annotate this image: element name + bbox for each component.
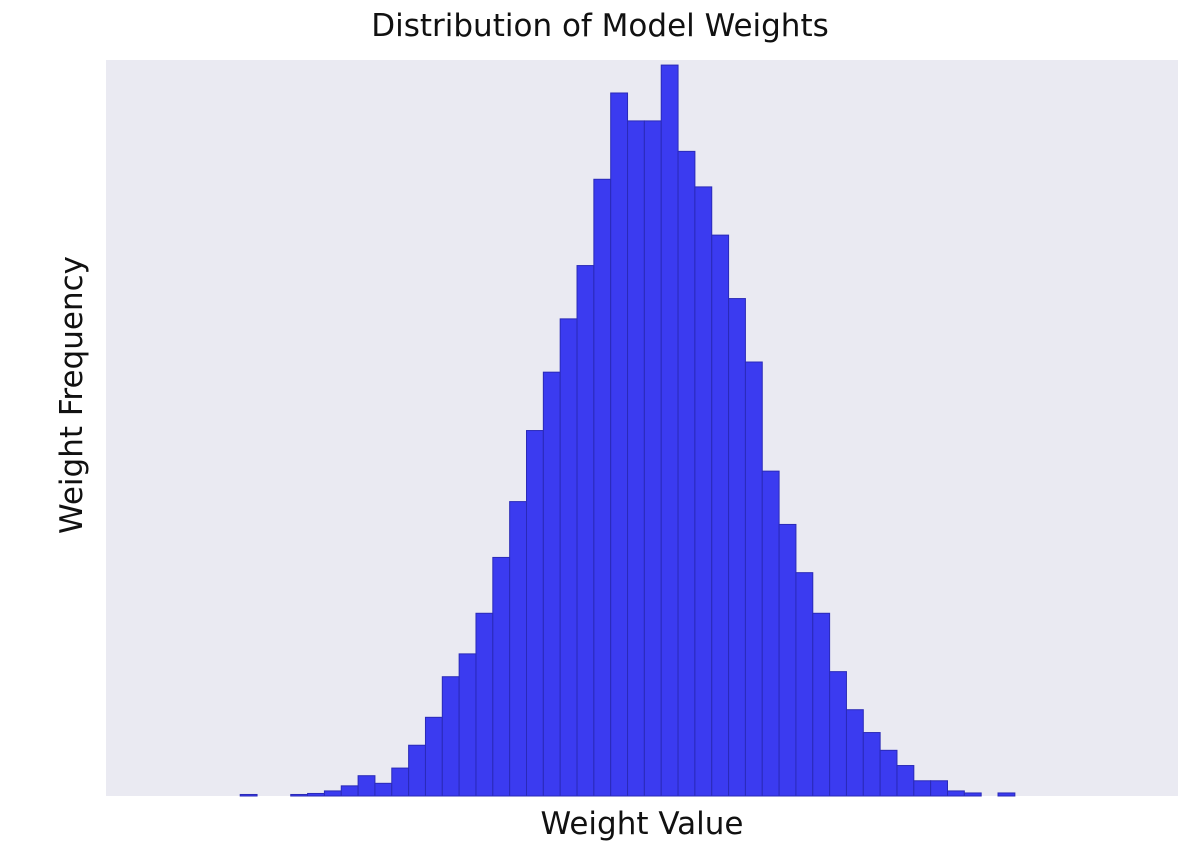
histogram-bar — [728, 298, 746, 797]
histogram-bar — [660, 64, 679, 797]
histogram-bar — [694, 186, 713, 797]
histogram-bar — [323, 790, 342, 797]
histogram-bar — [290, 793, 309, 797]
histogram-bar — [862, 732, 881, 797]
histogram-bar — [829, 671, 847, 797]
histogram-bar — [239, 793, 258, 797]
histogram-bar — [458, 653, 477, 797]
histogram-bar — [492, 556, 511, 797]
histogram-bar — [930, 780, 948, 797]
histogram-bar — [576, 265, 595, 797]
histogram-bar — [526, 430, 544, 797]
histogram-bar — [896, 765, 915, 797]
histogram-bar — [357, 775, 376, 797]
histogram-bar — [441, 676, 460, 797]
histogram-bar — [391, 767, 410, 797]
histogram-bar — [509, 501, 528, 797]
histogram-bar — [812, 612, 831, 797]
histogram-bar — [559, 318, 578, 797]
histogram-bar — [627, 120, 645, 797]
histogram-bar — [913, 780, 932, 797]
histogram-bar — [947, 790, 965, 797]
histogram-bar — [643, 120, 662, 797]
histogram-bar — [795, 572, 814, 797]
histogram-bar — [778, 523, 797, 797]
histogram-bar — [307, 792, 325, 797]
y-axis-label: Weight Frequency — [54, 255, 90, 535]
histogram-bar — [761, 470, 780, 797]
histogram-bar — [374, 782, 393, 797]
histogram-bar — [542, 371, 561, 797]
histogram-bar — [424, 716, 443, 797]
histogram-bar — [593, 178, 612, 797]
x-axis-label: Weight Value — [540, 806, 744, 842]
histogram-bar — [610, 92, 629, 797]
histogram-bar — [963, 792, 982, 797]
histogram-bar — [340, 785, 359, 797]
histogram-bar — [744, 361, 763, 797]
histogram-bar — [475, 612, 494, 797]
histogram-bar — [997, 792, 1016, 797]
chart-title: Distribution of Model Weights — [371, 8, 829, 44]
histogram-bars — [239, 64, 1016, 797]
histogram-bar — [677, 150, 696, 797]
histogram-bar — [879, 749, 898, 797]
histogram-bar — [408, 744, 426, 797]
histogram-bar — [711, 234, 730, 797]
histogram-bar — [845, 709, 864, 797]
